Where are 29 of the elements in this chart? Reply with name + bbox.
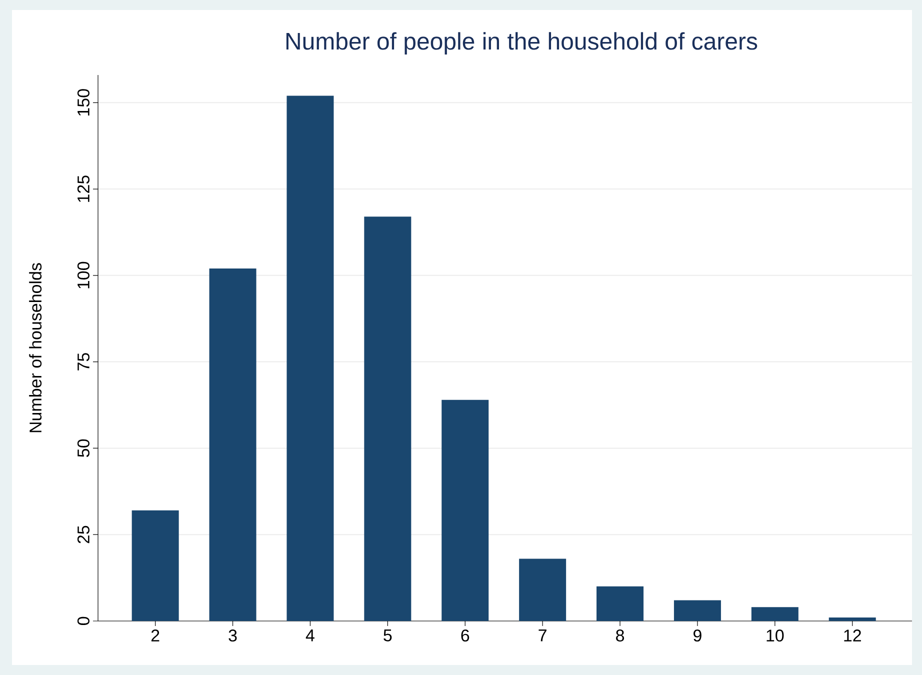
bar <box>364 216 412 621</box>
x-tick-label: 6 <box>461 630 470 642</box>
y-tick-label: 75 <box>78 353 90 370</box>
bar <box>828 618 876 621</box>
x-tick-label: 5 <box>384 630 392 642</box>
x-tick-label: 10 <box>766 630 784 642</box>
x-tick-label: 9 <box>694 630 702 642</box>
x-tick-label: 8 <box>616 630 624 642</box>
bar <box>596 586 644 621</box>
bar <box>519 558 566 621</box>
y-tick-label: 150 <box>77 89 90 116</box>
bar <box>751 607 798 621</box>
x-tick-label: 3 <box>228 630 237 642</box>
bar <box>209 268 256 621</box>
bar <box>132 510 179 621</box>
y-tick-label: 25 <box>77 526 90 544</box>
y-tick-label: 50 <box>77 439 90 457</box>
x-tick-label: 7 <box>538 630 546 642</box>
y-axis-title: Number of households <box>29 263 42 432</box>
bar <box>674 600 721 621</box>
y-tick-label: 125 <box>77 176 90 202</box>
chart-title: Number of people in the household of carers <box>286 32 758 55</box>
x-tick-label: 12 <box>844 630 861 642</box>
bar <box>286 96 334 621</box>
bar <box>442 400 489 621</box>
x-tick-label: 4 <box>306 630 314 642</box>
x-tick-label: 2 <box>151 630 160 642</box>
y-tick-label: 0 <box>77 616 90 626</box>
y-tick-label: 100 <box>77 262 90 288</box>
